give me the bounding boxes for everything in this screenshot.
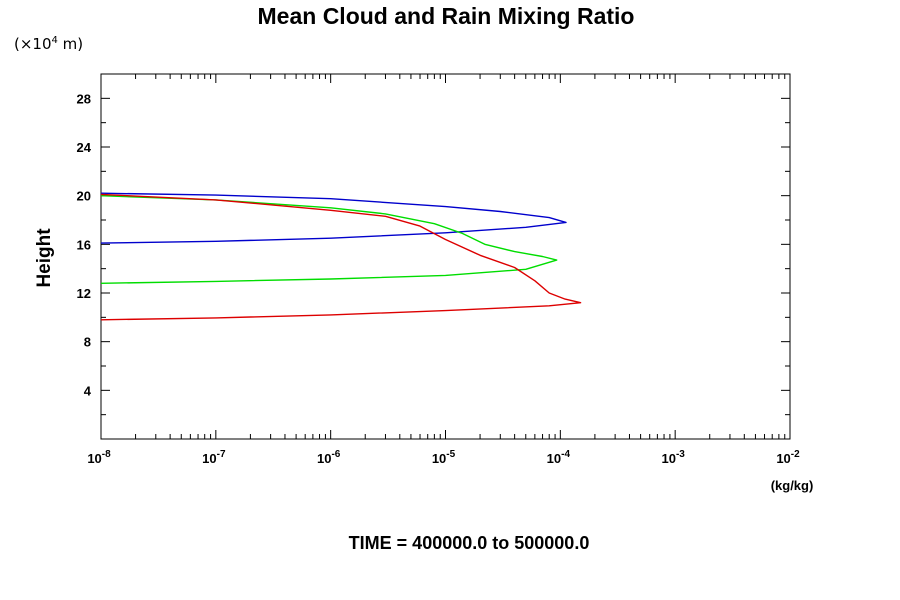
x-tick-label: 10-4 (547, 449, 571, 466)
x-tick-label: 10-7 (202, 449, 226, 466)
x-tick-exponent: -2 (791, 449, 800, 460)
y-tick-label: 4 (84, 383, 92, 398)
x-tick-exponent: -6 (331, 449, 340, 460)
y-tick-label: 20 (77, 189, 91, 204)
x-tick-exponent: -5 (446, 449, 455, 460)
series-line-3 (100, 193, 582, 321)
y-tick-labels: 4 8 12 16 20 24 28 (77, 91, 92, 398)
x-tick-base: 10 (547, 451, 561, 466)
y-multiplier-label: (×104 m) (14, 35, 83, 53)
x-tick-exponent: -7 (217, 449, 226, 460)
x-tick-base: 10 (317, 451, 331, 466)
chart-title: Mean Cloud and Rain Mixing Ratio (258, 3, 635, 29)
x-tick-exponent: -4 (561, 449, 570, 460)
x-tick-label: 10-2 (776, 449, 800, 466)
y-tick-label: 16 (77, 237, 91, 252)
x-tick-label: 10-8 (87, 449, 111, 466)
series-line-2 (100, 195, 558, 284)
axis-ticks (100, 74, 791, 439)
x-tick-base: 10 (432, 451, 446, 466)
y-tick-label: 28 (77, 91, 91, 106)
y-tick-label: 8 (84, 335, 91, 350)
x-tick-exponent: -8 (102, 449, 111, 460)
x-tick-base: 10 (202, 451, 216, 466)
x-tick-base: 10 (776, 451, 790, 466)
series-lines (100, 192, 582, 321)
x-tick-label: 10-6 (317, 449, 341, 466)
x-tick-label: 10-3 (661, 449, 685, 466)
x-tick-labels: 10-8 10-7 10-6 10-5 10-4 10-3 10-2 (87, 449, 800, 466)
plot-frame (100, 73, 791, 440)
y-multiplier-prefix: (×10 (14, 35, 52, 53)
x-tick-label: 10-5 (432, 449, 456, 466)
x-tick-exponent: -3 (676, 449, 685, 460)
time-footer: TIME = 400000.0 to 500000.0 (349, 533, 590, 553)
x-tick-base: 10 (87, 451, 101, 466)
x-unit-label: (kg/kg) (771, 478, 814, 493)
x-tick-base: 10 (661, 451, 675, 466)
y-multiplier-exponent: 4 (52, 35, 58, 46)
y-multiplier-unit: m) (58, 35, 83, 53)
y-tick-label: 12 (77, 286, 91, 301)
y-tick-label: 24 (77, 140, 92, 155)
y-axis-label: Height (34, 228, 55, 288)
series-line-1 (100, 192, 567, 244)
